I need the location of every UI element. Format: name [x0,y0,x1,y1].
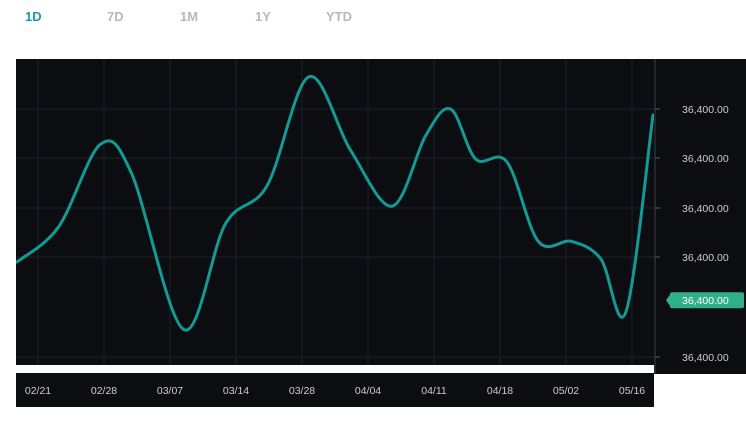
chart-plot-area[interactable] [16,59,654,365]
x-tick-label: 02/28 [91,385,117,397]
x-tick-label: 03/14 [223,385,249,397]
badge-rect [670,292,744,309]
tab-7d[interactable]: 7D [107,9,124,24]
x-tick-label: 02/21 [25,385,51,397]
x-tick-label: 03/07 [157,385,183,397]
x-tick-label: 05/02 [553,385,579,397]
x-tick-label: 03/28 [289,385,315,397]
price-chart [16,59,654,365]
x-tick-label: 04/11 [421,385,447,397]
current-value-label: 36,400.00 [682,295,729,307]
series-line [16,75,654,332]
x-axis-svg: 02/21 02/28 03/07 03/14 03/28 04/04 04/11 04/18… [16,373,654,407]
y-axis-background [654,59,746,374]
tab-1y[interactable]: 1Y [255,9,271,24]
x-axis-background [16,373,654,407]
x-tick-label: 04/18 [487,385,513,397]
current-value-badge: 36,400.00 [666,292,744,309]
time-range-tabs: 1D 7D 1M 1Y YTD [0,0,746,36]
y-tick-label: 36,400.00 [682,104,729,116]
y-tick-label: 36,400.00 [682,352,729,364]
badge-pointer [666,293,671,308]
y-tick-label: 36,400.00 [682,153,729,165]
x-tick-label: 05/16 [619,385,645,397]
y-axis: 36,400.00 36,400.00 36,400.00 36,400.00 36,4… [654,59,746,374]
x-tick-label: 04/04 [355,385,381,397]
tab-1m[interactable]: 1M [180,9,199,24]
plot-background [16,59,654,365]
y-tick-label: 36,400.00 [682,252,729,264]
y-tick-label: 36,400.00 [682,203,729,215]
tab-1d[interactable]: 1D [25,9,42,24]
y-axis-svg: 36,400.00 36,400.00 36,400.00 36,400.00 36,4… [654,59,746,374]
x-axis: 02/21 02/28 03/07 03/14 03/28 04/04 04/11 04/18… [16,373,654,407]
tab-ytd[interactable]: YTD [326,9,352,24]
